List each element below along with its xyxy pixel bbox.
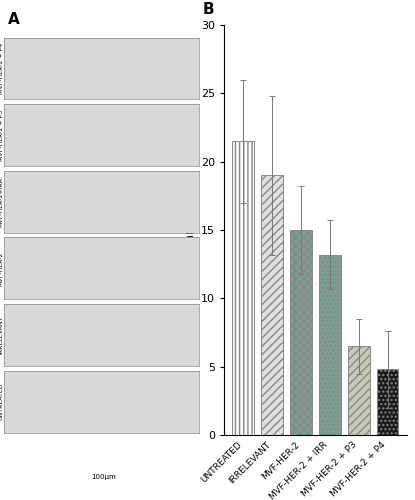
Bar <box>261 176 283 435</box>
Bar <box>319 254 341 435</box>
Y-axis label: MVF-HER-2+IRR: MVF-HER-2+IRR <box>0 176 4 226</box>
Bar <box>232 141 254 435</box>
Text: 100μm: 100μm <box>91 474 116 480</box>
Bar <box>348 346 369 435</box>
Bar <box>377 370 398 435</box>
Y-axis label: MVF-HER-2 + P3: MVF-HER-2 + P3 <box>0 110 4 160</box>
Y-axis label: UNTREATED: UNTREATED <box>0 383 4 420</box>
Y-axis label: IRRELEVANT: IRRELEVANT <box>0 316 4 354</box>
Bar <box>290 230 312 435</box>
Y-axis label: MVF-HER-2: MVF-HER-2 <box>0 251 4 286</box>
Y-axis label: Vascular density: Vascular density <box>184 182 197 278</box>
Text: A: A <box>8 12 20 28</box>
Y-axis label: MVF-HER-2 + P4: MVF-HER-2 + P4 <box>0 42 4 94</box>
Text: B: B <box>202 2 214 17</box>
